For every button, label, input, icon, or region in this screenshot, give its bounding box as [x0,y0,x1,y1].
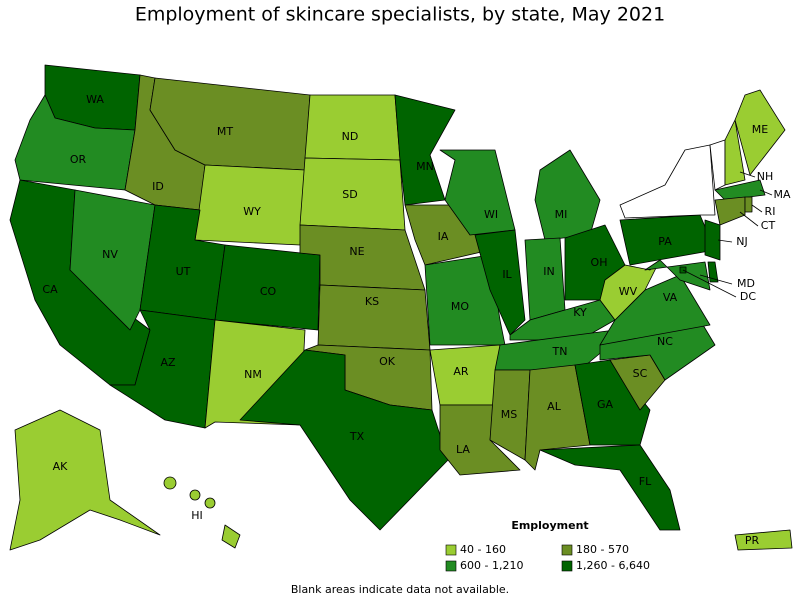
state-label: NC [657,335,673,348]
state-shape [494,329,616,371]
leader-line [682,269,737,298]
state-label: LA [456,443,470,456]
state-shape [221,524,241,549]
state-label: AZ [160,356,176,369]
state-shape [704,219,721,261]
state-label: IN [543,265,554,278]
state-shape [534,149,601,241]
note: Blank areas indicate data not available. [291,583,509,596]
state-label: ND [342,130,359,143]
state-label: OR [70,153,87,166]
state-shape [724,119,746,186]
state-label: MI [555,208,568,221]
state-label: SD [342,188,357,201]
state-shape [439,149,516,236]
state-label: KY [573,306,587,319]
leader-line [751,204,763,213]
state-shape [707,261,719,283]
leader-line [739,211,759,227]
legend-swatch [561,560,573,572]
legend-label: 180 - 570 [576,543,629,556]
state-label: SC [633,367,648,380]
state-label: NJ [736,235,747,248]
legend-swatch [561,544,573,556]
state-label: WY [243,205,261,218]
state-shape [644,259,711,291]
state-shape [734,89,786,176]
title: Employment of skincare specialists, by s… [135,4,665,26]
legend-label: 40 - 160 [460,543,506,556]
state-shape [574,359,651,446]
state-shape [744,196,753,213]
legend-label: 1,260 - 6,640 [576,559,650,572]
state-label: MT [217,125,233,138]
state-label: PR [745,534,760,547]
state-label: RI [765,205,776,218]
states: WA OR CA NV ID MT WY UT CO AZ NM ND SD NE KS OK TX MN IA MO… [9,64,793,551]
state-label: PA [658,235,672,248]
state-shape [474,229,526,336]
state-label: IA [438,230,449,243]
island [204,497,216,509]
state-label: TN [552,345,568,358]
state-label: NV [102,248,118,261]
state-label: AL [547,400,562,413]
state-shape [599,259,661,321]
leader-line [759,189,773,196]
state-label: MN [416,160,434,173]
state-label: NH [757,170,774,183]
state-shape [734,529,793,551]
state-label: OH [591,256,608,269]
state-label: NM [244,368,262,381]
state-label: CT [761,219,776,232]
state-label: MD [737,277,755,290]
state-shape [304,94,401,161]
state-label: AR [453,365,469,378]
state-label: KS [365,295,379,308]
state-label: ME [752,123,768,136]
legend-title: Employment [511,519,588,532]
state-label: WV [619,285,638,298]
state-label: VA [663,291,678,304]
state-label: OK [379,355,396,368]
leader-line [699,274,733,285]
legend: 40 - 160 180 - 570 600 - 1,210 1,260 - 6,64… [445,543,650,572]
state-label: MO [451,300,469,313]
legend-swatch [445,544,457,556]
state-shape [9,409,161,551]
state-label: GA [597,398,614,411]
state-label: WI [484,208,498,221]
leader-line [739,171,756,178]
leader-line [717,239,733,243]
state-shape [524,237,566,321]
legend-swatch [445,560,457,572]
state-label: CA [42,283,58,296]
state-shape [424,254,506,346]
state-label: MA [773,188,790,201]
state-label: FL [639,475,652,488]
state-label: UT [176,265,191,278]
state-shape [714,179,766,201]
state-label: AK [53,460,69,473]
state-shape [69,189,156,331]
state-label: ID [152,180,164,193]
legend-label: 600 - 1,210 [460,559,523,572]
state-label: CO [260,285,277,298]
island [163,476,177,490]
state-label: TX [349,430,365,443]
state-shape [714,196,746,226]
state-shape [539,444,681,531]
state-shape [619,144,716,219]
state-label: HI [191,509,203,522]
state-label: MS [501,408,517,421]
island [189,489,201,501]
state-shape [214,244,321,331]
state-label: DC [740,290,756,303]
state-label: WA [86,93,104,106]
state-label: IL [502,268,512,281]
state-label: NE [349,245,364,258]
